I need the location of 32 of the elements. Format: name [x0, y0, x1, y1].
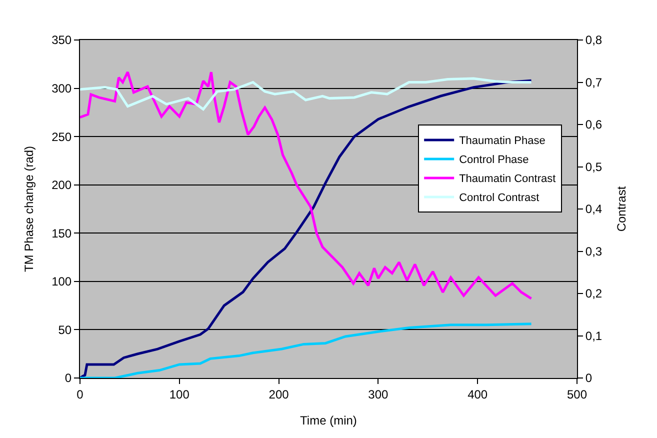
x-tick-label: 400	[468, 387, 488, 402]
x-axis-title: Time (min)	[300, 413, 357, 428]
legend-label: Control Phase	[459, 154, 529, 166]
legend-label: Thaumatin Contrast	[459, 173, 556, 186]
y2-tick-label: 0,4	[585, 202, 602, 216]
x-tick-label: 100	[169, 387, 190, 402]
y-tick-label: 100	[52, 274, 72, 289]
x-tick-label: 0	[76, 387, 84, 402]
y-tick-label: 250	[52, 130, 72, 144]
line-series	[80, 77, 533, 111]
y2-tick-label: 0,7	[585, 75, 602, 90]
y-axis-title: TM Phase change (rad)	[22, 146, 36, 272]
y-tick-label: 200	[52, 178, 72, 192]
x-tick-label: 500	[566, 387, 588, 402]
legend-label: Thaumatin Phase	[459, 135, 546, 148]
y2-tick-label: 0	[585, 371, 592, 386]
y2-tick-label: 0,3	[585, 244, 602, 258]
x-tick-label: 200	[268, 387, 290, 402]
y2-tick-label: 0,2	[585, 286, 602, 301]
y-tick-label: 300	[52, 81, 72, 96]
y-tick-label: 50	[58, 322, 72, 337]
y2-tick-label: 0,1	[585, 328, 602, 343]
y-tick-label: 150	[52, 226, 72, 240]
y-tick-label: 350	[52, 33, 72, 48]
y2-tick-label: 0,5	[585, 160, 602, 174]
line-series	[80, 322, 533, 378]
y-tick-label: 0	[64, 371, 72, 386]
x-tick-label: 300	[368, 387, 389, 402]
legend-label: Control Contrast	[459, 192, 540, 204]
y2-axis-title: Contrast	[614, 186, 628, 232]
y2-tick-label: 0,6	[585, 118, 602, 132]
y2-tick-label: 0,8	[585, 33, 602, 48]
